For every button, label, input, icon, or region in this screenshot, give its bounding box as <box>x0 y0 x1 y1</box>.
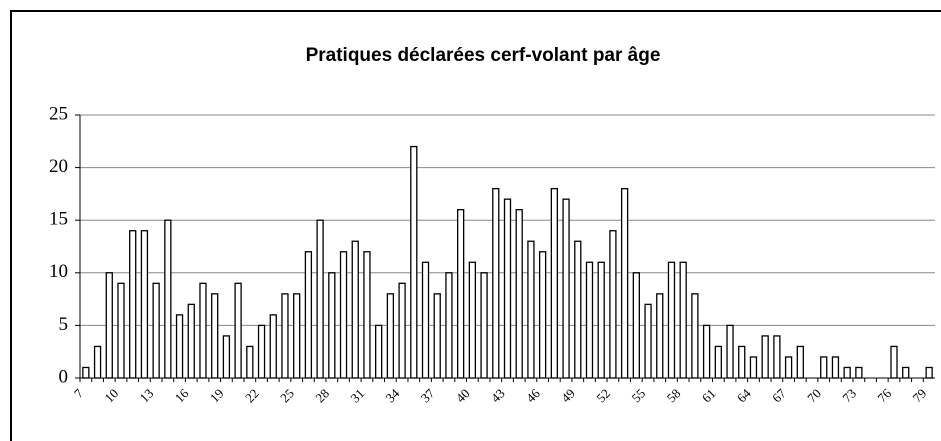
bar <box>304 251 313 379</box>
bar <box>468 261 477 379</box>
bar <box>656 293 664 379</box>
y-tick-label: 20 <box>49 156 68 177</box>
bar <box>562 198 570 379</box>
bar <box>644 303 652 379</box>
bar <box>515 209 523 379</box>
bar <box>211 293 219 379</box>
bar <box>749 356 758 379</box>
bar <box>269 314 277 379</box>
y-tick-label: 5 <box>59 314 69 335</box>
bar <box>199 282 207 379</box>
bar <box>386 293 395 379</box>
bar <box>129 230 137 379</box>
bar <box>597 261 605 379</box>
bar <box>574 240 582 379</box>
bar <box>257 324 266 379</box>
y-tick-label: 15 <box>49 209 68 230</box>
bar <box>281 293 289 379</box>
bar <box>105 272 113 379</box>
bar <box>620 187 629 379</box>
bar <box>667 261 676 379</box>
bar <box>398 282 406 379</box>
bar <box>410 145 418 379</box>
bar <box>761 335 769 379</box>
bar <box>831 356 840 379</box>
bar <box>339 251 348 379</box>
y-tick-label: 0 <box>59 366 69 387</box>
bar <box>679 261 687 379</box>
y-tick-label: 25 <box>49 103 68 124</box>
bar <box>117 282 125 379</box>
bar <box>609 230 617 379</box>
bar <box>93 345 102 379</box>
bar <box>492 187 500 379</box>
bar <box>363 251 371 379</box>
bar <box>855 366 863 379</box>
bar <box>222 335 231 379</box>
bar <box>738 345 746 379</box>
bar <box>691 293 699 379</box>
bar <box>632 272 640 379</box>
bar <box>152 282 160 379</box>
y-tick-label: 10 <box>49 261 68 282</box>
bar <box>890 345 898 379</box>
bar <box>328 272 336 379</box>
bar <box>316 219 324 379</box>
bar <box>503 198 512 379</box>
bar <box>480 272 488 379</box>
bar <box>375 324 383 379</box>
bar <box>726 324 734 379</box>
bar <box>796 345 804 379</box>
bar <box>164 219 172 379</box>
bar <box>421 261 430 379</box>
bar <box>527 240 535 379</box>
bar <box>246 345 254 379</box>
bar <box>585 261 594 379</box>
bar <box>925 366 933 379</box>
bar <box>351 240 359 379</box>
bar <box>234 282 242 379</box>
bar <box>82 366 90 379</box>
bar <box>445 272 453 379</box>
bar <box>784 356 793 379</box>
chart-title: Pratiques déclarées cerf-volant par âge <box>306 45 661 66</box>
bar <box>293 293 301 379</box>
bar <box>714 345 722 379</box>
bar <box>820 356 828 379</box>
bar <box>187 303 195 379</box>
bar <box>140 230 149 379</box>
bar <box>538 251 547 379</box>
bar <box>433 293 441 379</box>
bar <box>702 324 711 379</box>
bar <box>550 187 558 379</box>
bar <box>902 366 910 379</box>
bar <box>773 335 781 379</box>
bar <box>457 209 465 379</box>
bar <box>843 366 851 379</box>
bar <box>175 314 184 379</box>
